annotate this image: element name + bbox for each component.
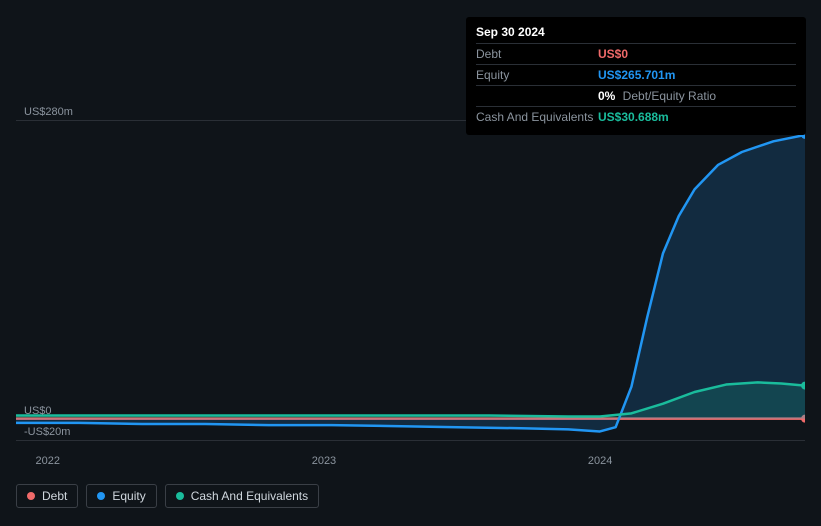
chart-area: US$280mUS$0-US$20m 202220232024 <box>16 120 805 440</box>
gridline <box>16 440 805 441</box>
y-axis-label: -US$20m <box>24 426 70 438</box>
legend-label: Equity <box>112 489 145 503</box>
tooltip-row-value: US$0 <box>598 47 628 61</box>
tooltip-row-value: US$30.688m <box>598 110 669 124</box>
chart-legend: Debt Equity Cash And Equivalents <box>16 484 319 508</box>
tooltip-row-label: Equity <box>476 68 598 82</box>
x-axis-label: 2022 <box>36 455 60 467</box>
tooltip-row-label: Debt <box>476 47 598 61</box>
legend-label: Debt <box>42 489 67 503</box>
legend-dot-icon <box>176 492 184 500</box>
tooltip-row: Cash And EquivalentsUS$30.688m <box>476 106 796 127</box>
legend-item[interactable]: Equity <box>86 484 156 508</box>
y-axis-label: US$0 <box>24 405 52 417</box>
chart-svg <box>16 120 805 440</box>
x-axis-label: 2023 <box>312 455 336 467</box>
legend-dot-icon <box>97 492 105 500</box>
legend-item[interactable]: Cash And Equivalents <box>165 484 319 508</box>
legend-item[interactable]: Debt <box>16 484 78 508</box>
tooltip-row: 0% Debt/Equity Ratio <box>476 85 796 106</box>
tooltip-date: Sep 30 2024 <box>476 25 796 39</box>
series-fill <box>16 135 805 432</box>
x-axis-label: 2024 <box>588 455 612 467</box>
data-tooltip: Sep 30 2024 DebtUS$0EquityUS$265.701m0% … <box>466 17 806 135</box>
y-axis-label: US$280m <box>24 106 73 118</box>
tooltip-row-value: 0% Debt/Equity Ratio <box>598 89 716 103</box>
tooltip-row-label: Cash And Equivalents <box>476 110 598 124</box>
legend-dot-icon <box>27 492 35 500</box>
tooltip-row-value: US$265.701m <box>598 68 675 82</box>
legend-label: Cash And Equivalents <box>191 489 308 503</box>
tooltip-row: EquityUS$265.701m <box>476 64 796 85</box>
tooltip-row: DebtUS$0 <box>476 43 796 64</box>
tooltip-row-secondary: Debt/Equity Ratio <box>619 89 716 103</box>
tooltip-row-label <box>476 89 598 103</box>
